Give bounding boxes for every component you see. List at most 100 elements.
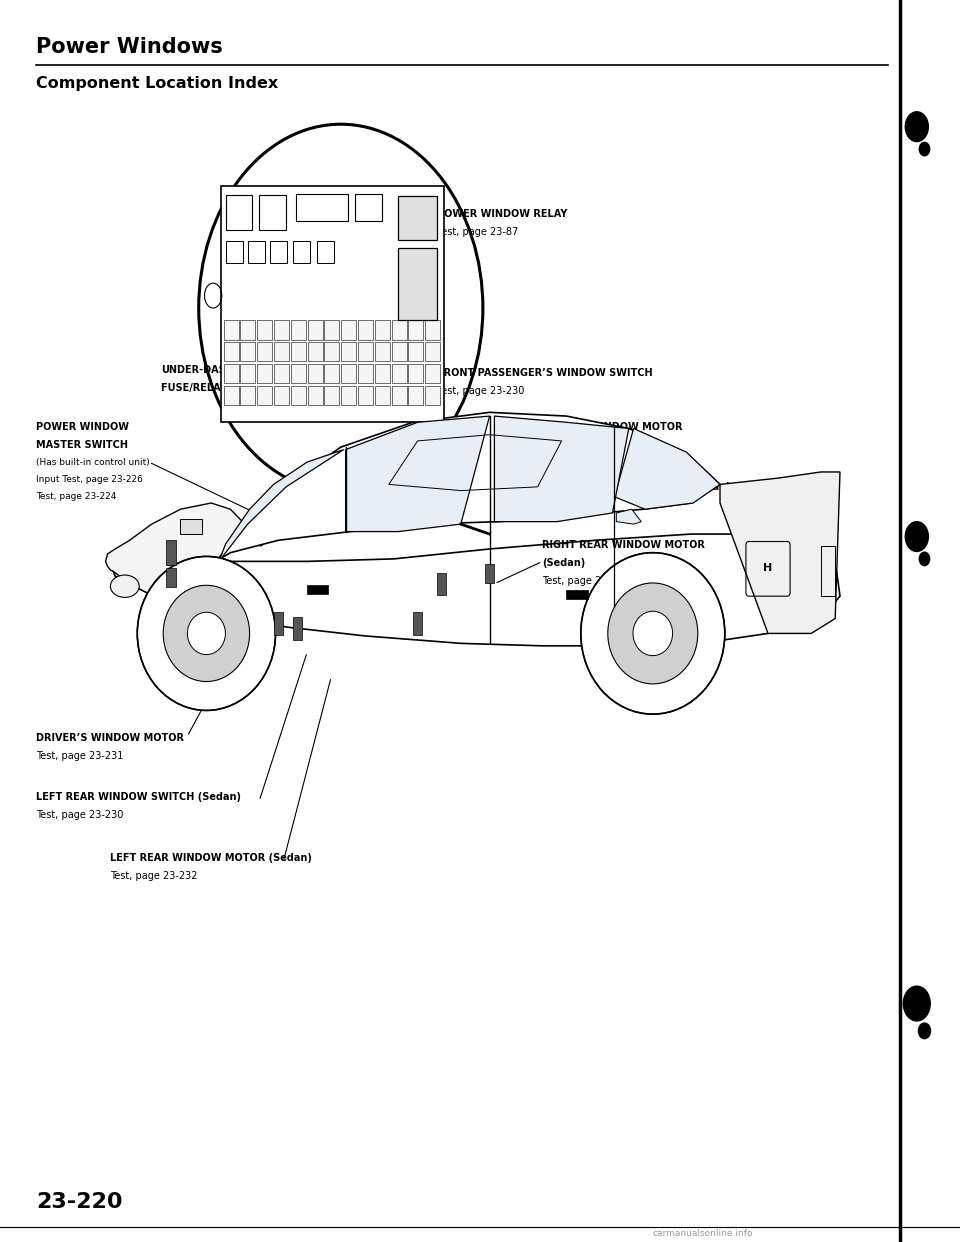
Polygon shape xyxy=(113,534,840,646)
Text: POWER WINDOW: POWER WINDOW xyxy=(36,422,130,432)
Bar xyxy=(374,320,390,339)
Bar xyxy=(358,342,372,361)
Bar xyxy=(291,320,305,339)
Bar xyxy=(221,186,444,422)
Bar xyxy=(398,248,437,320)
Bar xyxy=(166,540,176,565)
Text: MASTER SWITCH: MASTER SWITCH xyxy=(36,440,129,451)
Text: (Sedan): (Sedan) xyxy=(542,559,586,569)
Bar xyxy=(425,320,440,339)
Bar xyxy=(425,385,440,405)
Polygon shape xyxy=(614,428,720,509)
Text: FRONT PASSENGER’S WINDOW SWITCH: FRONT PASSENGER’S WINDOW SWITCH xyxy=(437,368,653,378)
Ellipse shape xyxy=(137,556,276,710)
Bar xyxy=(291,385,305,405)
Bar xyxy=(257,342,273,361)
Bar xyxy=(226,195,252,230)
Bar xyxy=(275,364,289,383)
Text: Test, page 23-232: Test, page 23-232 xyxy=(542,576,630,586)
Text: Test, page 23-232: Test, page 23-232 xyxy=(470,440,558,451)
Bar xyxy=(291,342,305,361)
Bar xyxy=(358,320,372,339)
Text: LEFT REAR WINDOW SWITCH (Sedan): LEFT REAR WINDOW SWITCH (Sedan) xyxy=(36,792,242,802)
Bar xyxy=(392,320,407,339)
Bar xyxy=(324,342,339,361)
Bar xyxy=(274,612,283,635)
Bar xyxy=(270,241,287,263)
Bar xyxy=(358,364,372,383)
Bar xyxy=(248,241,265,263)
Text: RIGHT REAR WINDOW MOTOR: RIGHT REAR WINDOW MOTOR xyxy=(542,540,706,550)
Bar xyxy=(374,342,390,361)
Bar xyxy=(409,385,423,405)
Bar xyxy=(374,385,390,405)
Bar xyxy=(392,385,407,405)
Bar xyxy=(240,385,255,405)
Circle shape xyxy=(920,143,929,155)
Ellipse shape xyxy=(187,612,226,655)
Bar xyxy=(307,364,323,383)
Text: Test, page 23-231: Test, page 23-231 xyxy=(36,750,124,761)
Bar xyxy=(342,364,356,383)
Text: Test, page 23-232: Test, page 23-232 xyxy=(110,872,198,882)
Ellipse shape xyxy=(163,585,250,682)
Bar xyxy=(409,342,423,361)
Bar xyxy=(342,385,356,405)
Bar xyxy=(425,364,440,383)
Text: Input Test, page 23-226: Input Test, page 23-226 xyxy=(36,474,143,484)
Bar xyxy=(342,342,356,361)
Text: Test, page 23-230: Test, page 23-230 xyxy=(36,811,124,821)
Bar xyxy=(257,385,273,405)
Bar xyxy=(224,385,238,405)
Bar xyxy=(355,194,382,221)
Ellipse shape xyxy=(110,575,139,597)
Text: Test, page 23-87: Test, page 23-87 xyxy=(437,226,518,237)
Bar xyxy=(821,546,835,596)
Bar xyxy=(374,364,390,383)
Text: FUSE/RELAY BOX: FUSE/RELAY BOX xyxy=(161,383,253,394)
Bar xyxy=(307,585,328,594)
Bar xyxy=(324,320,339,339)
Bar xyxy=(413,612,422,635)
Bar xyxy=(307,320,323,339)
Bar xyxy=(566,590,588,599)
Bar xyxy=(224,320,238,339)
Bar xyxy=(307,385,323,405)
Text: Test, page 23-224: Test, page 23-224 xyxy=(36,492,117,501)
Text: carmanualsonline.info: carmanualsonline.info xyxy=(653,1230,754,1238)
Text: POWER WINDOW RELAY: POWER WINDOW RELAY xyxy=(437,209,567,219)
Bar xyxy=(392,364,407,383)
Circle shape xyxy=(903,986,930,1021)
Text: LEFT REAR WINDOW MOTOR (Sedan): LEFT REAR WINDOW MOTOR (Sedan) xyxy=(110,853,312,863)
Bar xyxy=(324,364,339,383)
Bar xyxy=(293,617,302,640)
Polygon shape xyxy=(219,450,344,561)
Bar xyxy=(485,564,494,582)
Circle shape xyxy=(920,553,929,565)
Circle shape xyxy=(919,1023,930,1038)
Bar xyxy=(324,385,339,405)
Bar xyxy=(317,241,334,263)
Polygon shape xyxy=(216,412,720,561)
Polygon shape xyxy=(494,416,629,522)
Bar xyxy=(409,364,423,383)
Text: H: H xyxy=(763,563,773,573)
Text: FRONT PASSENGER’S WINDOW MOTOR: FRONT PASSENGER’S WINDOW MOTOR xyxy=(470,422,683,432)
Bar xyxy=(342,320,356,339)
Bar xyxy=(425,342,440,361)
Bar xyxy=(275,320,289,339)
Polygon shape xyxy=(346,416,490,532)
Ellipse shape xyxy=(608,582,698,684)
Bar xyxy=(275,385,289,405)
Bar xyxy=(257,320,273,339)
Text: RIGHT REAR WINDOW SWITCH (Sedan): RIGHT REAR WINDOW SWITCH (Sedan) xyxy=(518,482,731,492)
Bar xyxy=(180,519,202,534)
Bar xyxy=(296,194,348,221)
Text: Test, page 23-230: Test, page 23-230 xyxy=(437,385,524,396)
Polygon shape xyxy=(720,472,840,633)
Bar xyxy=(392,342,407,361)
Bar xyxy=(275,342,289,361)
Bar xyxy=(437,573,446,595)
Bar xyxy=(240,342,255,361)
Text: Test, page 23-230: Test, page 23-230 xyxy=(518,499,606,510)
